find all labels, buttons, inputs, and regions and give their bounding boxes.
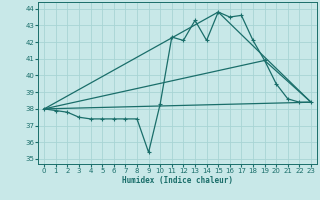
X-axis label: Humidex (Indice chaleur): Humidex (Indice chaleur) xyxy=(122,176,233,185)
